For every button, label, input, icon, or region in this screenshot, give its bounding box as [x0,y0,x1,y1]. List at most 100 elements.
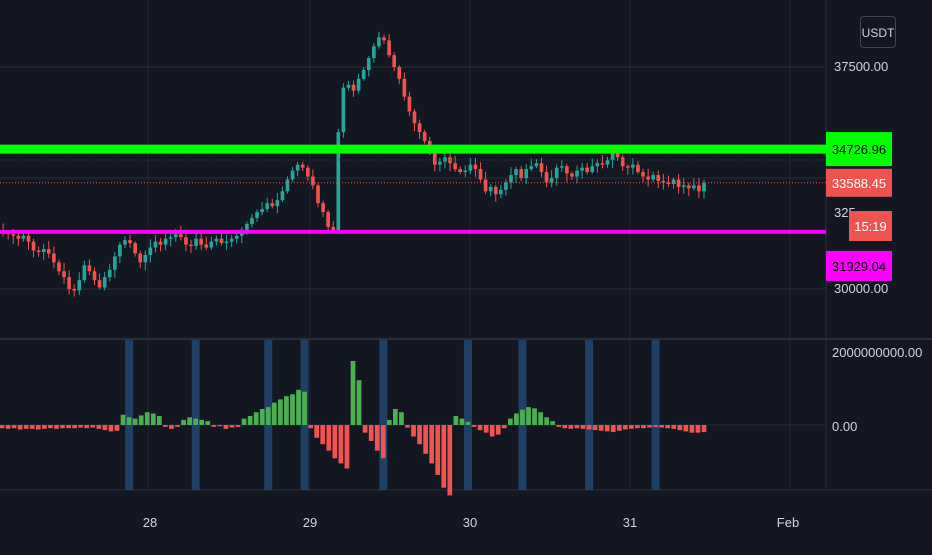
candle-body [255,212,259,218]
candle-body [290,170,295,180]
histogram-bar [326,425,332,451]
candle-body [432,149,437,165]
histogram-bar [665,425,671,429]
candle-body [107,269,112,278]
candle-body [326,212,330,227]
candle-body [463,170,468,173]
histogram-bar [586,425,592,430]
currency-badge[interactable]: USDT [860,16,896,48]
candle-body [661,180,666,183]
histogram-bar [653,425,658,427]
candle-body [189,244,193,247]
histogram-bar [302,391,307,425]
histogram-bar [399,412,404,425]
candle-body [31,241,36,251]
histogram-highlight-bar [651,340,660,490]
candle-body [382,37,386,41]
time-tick-label: 28 [143,515,157,530]
histogram-bar [290,394,295,425]
time-tick-label: 31 [623,515,637,530]
histogram-bar [320,425,326,445]
histogram-bar [253,412,259,425]
histogram-bar [284,396,289,425]
candle-body [77,280,82,291]
candle-body [544,172,549,183]
candle-body [483,179,488,192]
candle-body [600,163,605,165]
histogram-bar [423,425,428,454]
candle-body [133,243,137,254]
histogram-bar [108,425,114,432]
candle-body [615,152,620,158]
time-tick-label: 30 [463,515,477,530]
histogram-highlight-bar [191,340,200,490]
histogram-bar [138,415,144,425]
histogram-bar [405,425,410,428]
histogram-bar [671,425,677,429]
candle-body [631,164,635,168]
histogram-bar [386,419,392,425]
candle-body [656,175,661,181]
histogram-tick-label: 2000000000.00 [832,345,922,360]
candle-body [275,200,280,207]
candle-body [92,271,97,281]
candle-body [245,223,249,230]
candle-body [184,237,188,245]
last-price-tag-bg [826,168,892,197]
histogram-bar [689,425,695,433]
candle-body [493,186,498,195]
candle-body [534,163,539,167]
candle-body [280,191,285,201]
histogram-bar [48,425,53,429]
candle-body [468,164,473,171]
candle-body [651,175,656,180]
candle-body [260,209,264,213]
histogram-bar [465,421,471,425]
candle-body [666,182,671,184]
candle-body [575,170,579,177]
candle-body [646,176,650,180]
candle-body [585,167,590,173]
candle-body [422,132,427,141]
candle-body [702,182,706,192]
candle-body [305,167,310,177]
histogram-bar [489,425,495,437]
grid-layer [0,0,932,491]
histogram-bar [647,425,652,428]
candle-body [417,123,422,133]
candle-body [250,217,254,224]
histogram-bar [126,417,132,425]
histogram-bar [35,425,41,430]
candle-body [605,160,610,165]
candle-body [97,280,102,288]
histogram-bar [193,418,199,425]
candle-body [138,253,143,263]
candle-body [412,111,417,124]
candle-body [438,161,442,165]
histogram-bar [635,425,640,429]
histogram-bar [296,389,301,425]
histogram-bar [187,417,192,425]
candle-body [366,58,371,70]
histogram-bar [72,425,77,429]
candlestick-layer [1,31,706,297]
histogram-bar [332,425,338,459]
candle-body [565,166,569,174]
histogram-bar [592,425,598,431]
histogram-tick-label: 0.00 [832,419,857,434]
candle-body [16,235,21,239]
histogram-highlight-bar [585,340,594,490]
histogram-bar [380,425,386,459]
histogram-bar [132,418,138,425]
candle-body [123,240,127,245]
time-tick-label: Feb [777,515,799,530]
histogram-bar [338,425,344,464]
histogram-bar [598,425,604,431]
candle-body [204,244,209,248]
candle-body [372,46,376,59]
histogram-bar [417,425,422,445]
histogram-bar [163,425,168,427]
histogram-bar [356,380,362,425]
histogram-bar [344,425,350,469]
